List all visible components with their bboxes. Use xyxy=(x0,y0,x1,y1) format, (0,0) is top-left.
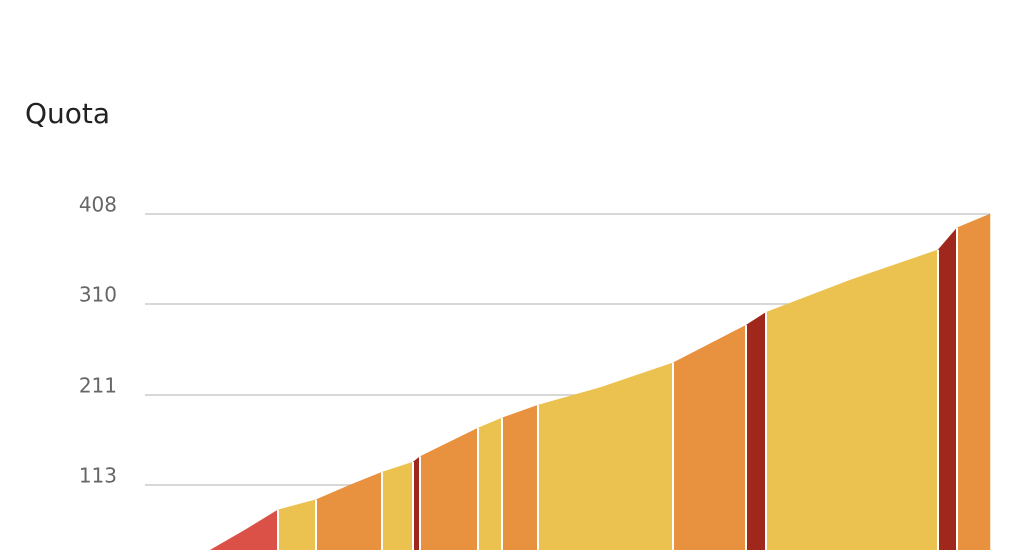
elevation-segment xyxy=(477,417,503,550)
elevation-segment xyxy=(277,499,317,550)
elevation-segment xyxy=(412,455,421,550)
elevation-segment xyxy=(244,509,279,550)
y-tick-label: 113 xyxy=(79,463,117,487)
y-tick-label: 408 xyxy=(79,193,117,217)
chart-title: Quota xyxy=(25,97,110,130)
elevation-segment xyxy=(599,362,674,550)
elevation-segment xyxy=(381,461,414,550)
elevation-segment xyxy=(501,404,539,550)
elevation-segment xyxy=(419,427,479,550)
elevation-segment xyxy=(956,213,991,550)
elevation-segment xyxy=(537,387,601,550)
y-tick-label: 310 xyxy=(79,283,117,307)
elevation-segment xyxy=(849,249,939,550)
elevation-segment xyxy=(765,279,851,550)
elevation-segment xyxy=(349,471,383,550)
elevation-segment xyxy=(672,324,747,550)
elevation-segment xyxy=(315,484,351,550)
elevation-segment xyxy=(745,311,767,550)
elevation-segment xyxy=(937,227,958,550)
y-tick-label: 211 xyxy=(79,373,117,397)
elevation-segment xyxy=(209,529,246,550)
